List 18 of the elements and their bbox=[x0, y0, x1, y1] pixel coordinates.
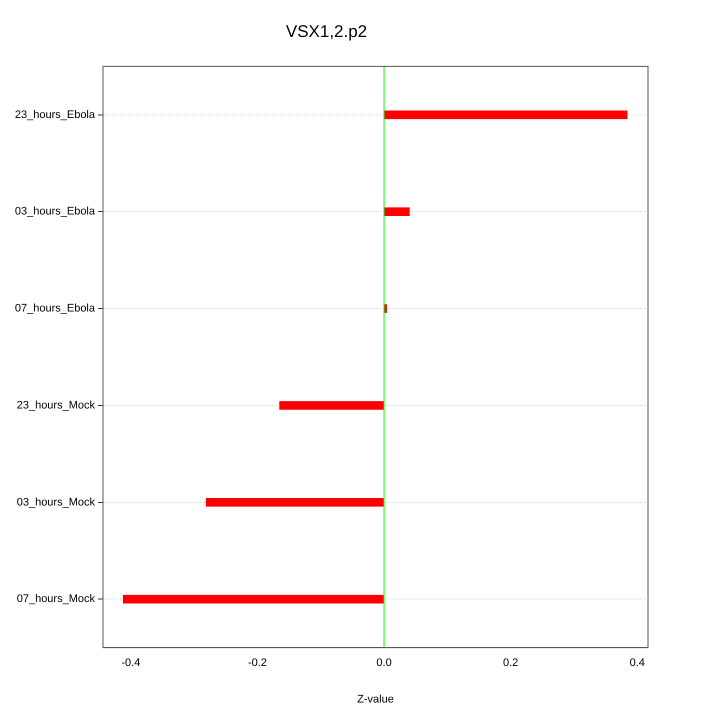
y-tick-label: 07_hours_Ebola bbox=[14, 302, 96, 315]
bar bbox=[279, 401, 384, 410]
bar bbox=[122, 594, 384, 604]
y-tick-label: 03_hours_Mock bbox=[16, 496, 96, 508]
y-tick-label: 07_hours_Mock bbox=[16, 593, 96, 606]
x-tick-label: 0.0 bbox=[376, 657, 392, 670]
x-tick-label: -0.2 bbox=[248, 657, 267, 670]
y-tick-label: 03_hours_Ebola bbox=[14, 206, 96, 218]
x-tick-label: 0.4 bbox=[630, 657, 645, 670]
bar bbox=[384, 207, 410, 216]
y-tick-label: 23_hours_Mock bbox=[16, 399, 96, 412]
chart-title: VSX1,2.p2 bbox=[286, 22, 368, 41]
x-tick-label: 0.2 bbox=[502, 657, 518, 670]
x-tick-label: -0.4 bbox=[121, 657, 140, 670]
x-axis-title: Z-value bbox=[357, 693, 394, 706]
bar bbox=[206, 498, 384, 507]
bar bbox=[384, 110, 628, 120]
y-tick-label: 23_hours_Ebola bbox=[14, 108, 96, 121]
